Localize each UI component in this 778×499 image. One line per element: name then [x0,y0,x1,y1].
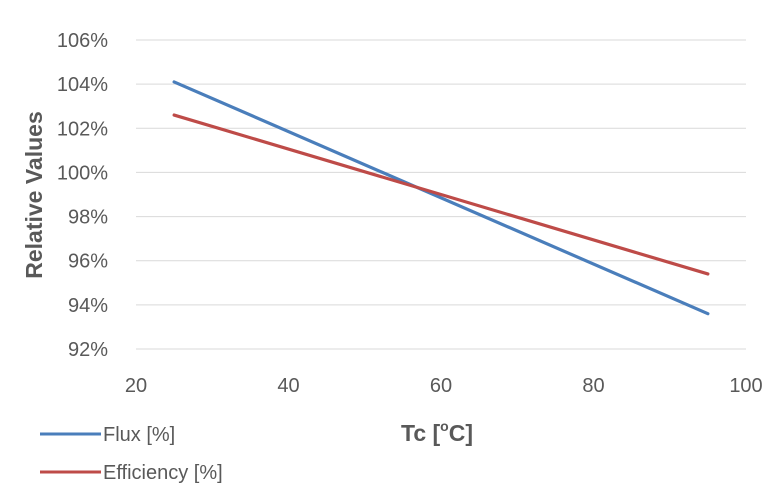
legend-item-flux: Flux [%] [40,424,175,446]
y-axis-title: Relative Values [21,111,47,279]
y-tick-label: 96% [68,251,108,273]
gridlines [136,39,746,350]
y-tick-label: 102% [57,118,108,140]
x-tick-label: 80 [582,375,604,397]
legend-item-efficiency: Efficiency [%] [40,462,223,484]
legend-label-efficiency: Efficiency [%] [103,462,223,484]
series-line-flux [172,80,710,316]
series-lines [172,80,710,316]
x-tick-label: 20 [125,375,147,397]
y-tick-labels: 92% 94% 96% 98% 100% 102% 104% 106% [57,30,108,361]
legend: Flux [%] Efficiency [%] [40,424,223,484]
series-line-efficiency [172,113,710,276]
y-tick-label: 94% [68,295,108,317]
x-tick-label: 100 [729,375,762,397]
x-axis-title: Tc [oC] [401,418,473,446]
y-tick-label: 106% [57,30,108,52]
x-tick-label: 40 [277,375,299,397]
legend-label-flux: Flux [%] [103,424,175,446]
x-tick-label: 60 [430,375,452,397]
y-tick-label: 104% [57,74,108,96]
y-tick-label: 100% [57,162,108,184]
y-tick-label: 92% [68,339,108,361]
x-tick-labels: 20 40 60 80 100 [125,375,763,397]
y-tick-label: 98% [68,207,108,229]
